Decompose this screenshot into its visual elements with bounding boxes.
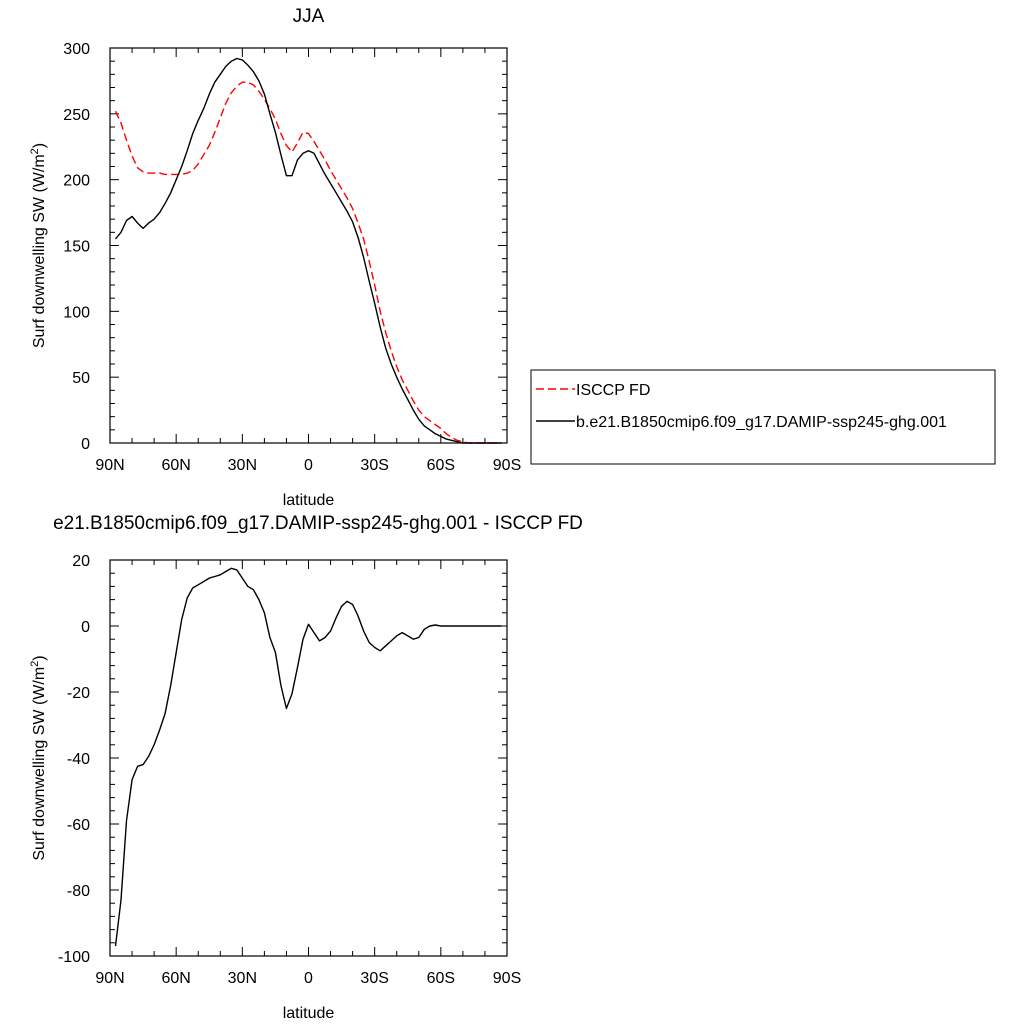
x-tick-label: 30S (360, 970, 388, 987)
y-tick-label: -80 (67, 883, 90, 900)
chart-panel-1: JJA 90N 60N 30N 0 30S 60S 90S 0 50 100 150 200 250 300… (29, 6, 996, 509)
plot-frame (109, 47, 508, 444)
y-axis-label-end: ) (31, 143, 48, 148)
x-tick-label: 60S (427, 970, 455, 987)
y-tick-label: -40 (67, 751, 90, 768)
x-tick-label: 0 (304, 970, 313, 987)
x-tick-label: 90S (493, 970, 521, 987)
series-line-1 (114, 567, 502, 947)
x-tick-label: 90S (493, 457, 521, 474)
series-line-2 (114, 57, 502, 444)
x-tick-label: 30N (228, 970, 257, 987)
y-tick-label: 200 (63, 173, 90, 190)
x-tick-label: 90N (95, 970, 124, 987)
y-tick-label: 20 (72, 553, 90, 570)
legend: ISCCP FD b.e21.B1850cmip6.f09_g17.DAMIP-s… (530, 369, 996, 465)
y-tick-label: 100 (63, 304, 90, 321)
y-axis-label-end: ) (31, 655, 48, 660)
chart-panel-2: e21.B1850cmip6.f09_g17.DAMIP-ssp245-ghg.… (29, 513, 583, 1022)
y-tick-label: 0 (81, 436, 90, 453)
series-line-1 (114, 81, 502, 444)
y-axis-label-main: Surf downwelling SW (W/m (31, 667, 48, 861)
x-tick-label: 60N (161, 970, 190, 987)
x-axis-label: latitude (283, 492, 335, 509)
y-tick-label: 0 (81, 619, 90, 636)
x-tick-label: 90N (95, 457, 124, 474)
x-tick-label: 60S (427, 457, 455, 474)
y-tick-label: -20 (67, 685, 90, 702)
y-tick-label: -100 (58, 949, 90, 966)
x-tick-label: 0 (304, 457, 313, 474)
y-tick-label: 150 (63, 239, 90, 256)
x-axis-label: latitude (283, 1005, 335, 1022)
legend-label-1: ISCCP FD (576, 382, 650, 399)
chart-title: e21.B1850cmip6.f09_g17.DAMIP-ssp245-ghg.… (53, 513, 583, 534)
x-tick-label: 30N (228, 457, 257, 474)
y-axis-label-sup: 2 (29, 661, 41, 667)
x-tick-label: 30S (360, 457, 388, 474)
legend-label-2: b.e21.B1850cmip6.f09_g17.DAMIP-ssp245-gh… (576, 414, 947, 431)
plot-frame (109, 559, 508, 957)
y-tick-label: 300 (63, 41, 90, 58)
y-axis-label-main: Surf downwelling SW (W/m (31, 154, 48, 348)
legend-box (530, 369, 996, 465)
y-axis-label-sup: 2 (29, 148, 41, 154)
y-tick-label: 50 (72, 370, 90, 387)
y-tick-label: 250 (63, 107, 90, 124)
y-axis-label: Surf downwelling SW (W/m2) (29, 143, 48, 348)
y-tick-label: -60 (67, 817, 90, 834)
chart-title: JJA (293, 6, 325, 27)
x-tick-label: 60N (161, 457, 190, 474)
y-axis-label: Surf downwelling SW (W/m2) (29, 655, 48, 860)
